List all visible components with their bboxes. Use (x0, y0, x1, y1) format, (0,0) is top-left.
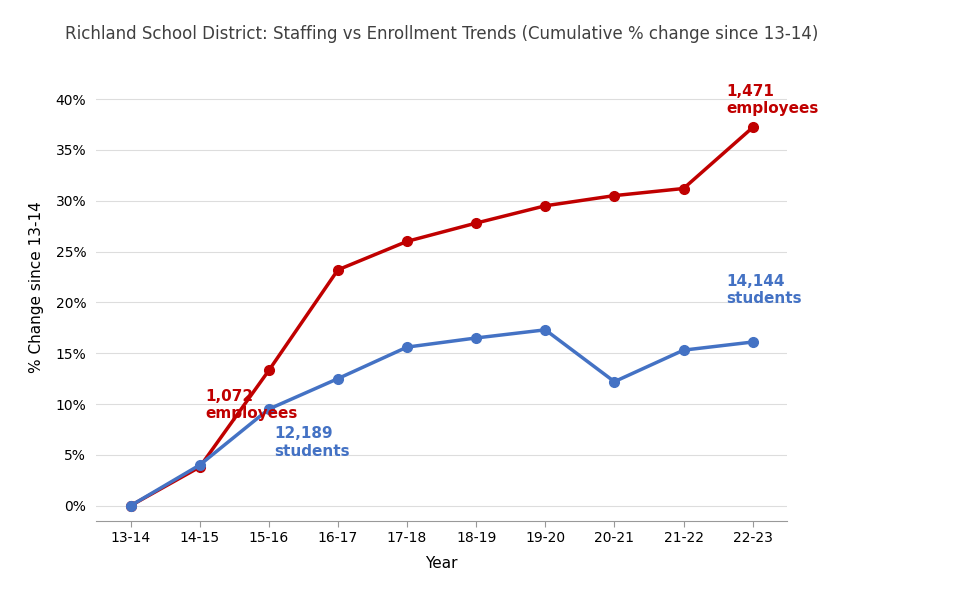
Text: 12,189
students: 12,189 students (275, 426, 350, 459)
X-axis label: Year: Year (425, 556, 458, 571)
Text: 14,144
students: 14,144 students (727, 274, 802, 306)
Title: Richland School District: Staffing vs Enrollment Trends (Cumulative % change sin: Richland School District: Staffing vs En… (65, 25, 818, 43)
Y-axis label: % Change since 13-14: % Change since 13-14 (30, 201, 44, 373)
Text: 1,471
employees: 1,471 employees (727, 84, 819, 116)
Text: 1,072
employees: 1,072 employees (205, 389, 298, 421)
